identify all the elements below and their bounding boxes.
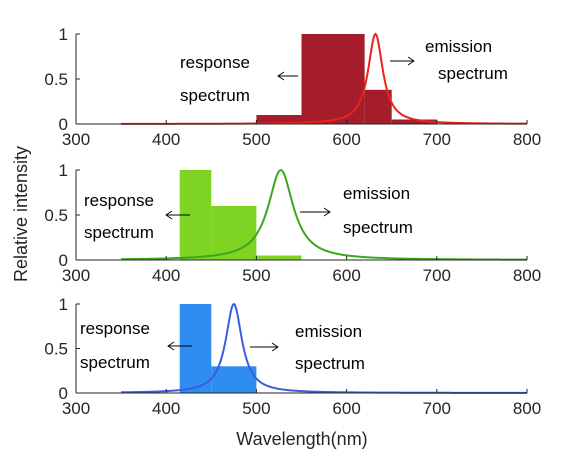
green-x-tick-label-3: 600 xyxy=(332,266,360,285)
blue-response-label-line1: response xyxy=(80,319,150,338)
green-x-tick-label-0: 300 xyxy=(62,266,90,285)
green-response-bars xyxy=(179,170,302,260)
blue-x-tick-label-2: 500 xyxy=(242,399,270,418)
green-annotations: response spectrum emission spectrum xyxy=(84,184,413,242)
blue-response-bars xyxy=(179,304,257,393)
blue-emission-arrow xyxy=(250,342,279,352)
blue-axes: 300 400 500 600 700 800 0 0.5 1 xyxy=(44,295,541,418)
y-axis-label: Relative intensity xyxy=(11,146,31,282)
blue-x-tick-label-3: 600 xyxy=(332,399,360,418)
red-response-bar-0 xyxy=(256,115,302,124)
x-axis-label: Wavelength(nm) xyxy=(236,429,367,449)
blue-response-label-line2: spectrum xyxy=(80,353,150,372)
green-axes: 300 400 500 600 700 800 0 0.5 1 xyxy=(44,161,541,285)
blue-x-tick-label-4: 700 xyxy=(423,399,451,418)
red-emission-label-line2: spectrum xyxy=(438,64,508,83)
red-response-arrow xyxy=(277,71,298,81)
red-emission-label-line1: emission xyxy=(425,37,492,56)
green-y-tick-label-1: 0.5 xyxy=(44,206,68,225)
green-emission-curve xyxy=(121,168,527,261)
green-response-arrow xyxy=(165,210,190,220)
green-response-bar-2 xyxy=(256,255,302,260)
blue-response-arrow xyxy=(167,341,192,351)
red-response-bar-2 xyxy=(364,89,392,124)
green-x-tick-label-1: 400 xyxy=(152,266,180,285)
red-x-tick-label-2: 500 xyxy=(242,130,270,149)
red-x-tick-label-4: 700 xyxy=(423,130,451,149)
red-y-tick-label-2: 1 xyxy=(59,25,68,44)
blue-y-tick-label-1: 0.5 xyxy=(44,340,68,359)
red-x-tick-label-5: 800 xyxy=(513,130,541,149)
blue-y-tick-label-2: 1 xyxy=(59,295,68,314)
green-y-tick-label-2: 1 xyxy=(59,161,68,180)
red-y-tick-label-0: 0 xyxy=(59,115,68,134)
green-response-label-line2: spectrum xyxy=(84,223,154,242)
red-response-label-line2: spectrum xyxy=(180,86,250,105)
red-x-tick-label-0: 300 xyxy=(62,130,90,149)
blue-y-tick-label-0: 0 xyxy=(59,384,68,403)
green-response-label-line1: response xyxy=(84,191,154,210)
blue-x-tick-label-1: 400 xyxy=(152,399,180,418)
red-x-tick-label-3: 600 xyxy=(332,130,360,149)
green-x-tick-label-2: 500 xyxy=(242,266,270,285)
red-response-bars xyxy=(256,34,437,124)
red-y-tick-label-1: 0.5 xyxy=(44,70,68,89)
green-emission-label-line1: emission xyxy=(343,184,410,203)
blue-annotations: response spectrum emission spectrum xyxy=(80,319,365,373)
green-x-tick-label-5: 800 xyxy=(513,266,541,285)
green-panel: 300 400 500 600 700 800 0 0.5 1 response spectru… xyxy=(44,161,541,285)
green-x-tick-label-4: 700 xyxy=(423,266,451,285)
red-panel: 300 400 500 600 700 800 0 0.5 1 response spectru… xyxy=(44,25,541,149)
red-emission-arrow xyxy=(390,56,415,66)
blue-x-tick-label-5: 800 xyxy=(513,399,541,418)
blue-emission-label-line2: spectrum xyxy=(295,354,365,373)
blue-x-tick-label-0: 300 xyxy=(62,399,90,418)
green-y-tick-label-0: 0 xyxy=(59,251,68,270)
red-x-tick-label-1: 400 xyxy=(152,130,180,149)
green-emission-label-line2: spectrum xyxy=(343,218,413,237)
blue-response-bar-1 xyxy=(211,366,257,393)
red-annotations: response spectrum emission spectrum xyxy=(180,37,508,105)
blue-response-bar-0 xyxy=(179,304,212,393)
red-response-bar-3 xyxy=(391,119,437,124)
red-axes: 300 400 500 600 700 800 0 0.5 1 xyxy=(44,25,541,149)
blue-emission-label-line1: emission xyxy=(295,322,362,341)
green-emission-arrow xyxy=(300,207,331,217)
red-response-label-line1: response xyxy=(180,53,250,72)
blue-panel: 300 400 500 600 700 800 0 0.5 1 response spectru… xyxy=(44,295,541,418)
